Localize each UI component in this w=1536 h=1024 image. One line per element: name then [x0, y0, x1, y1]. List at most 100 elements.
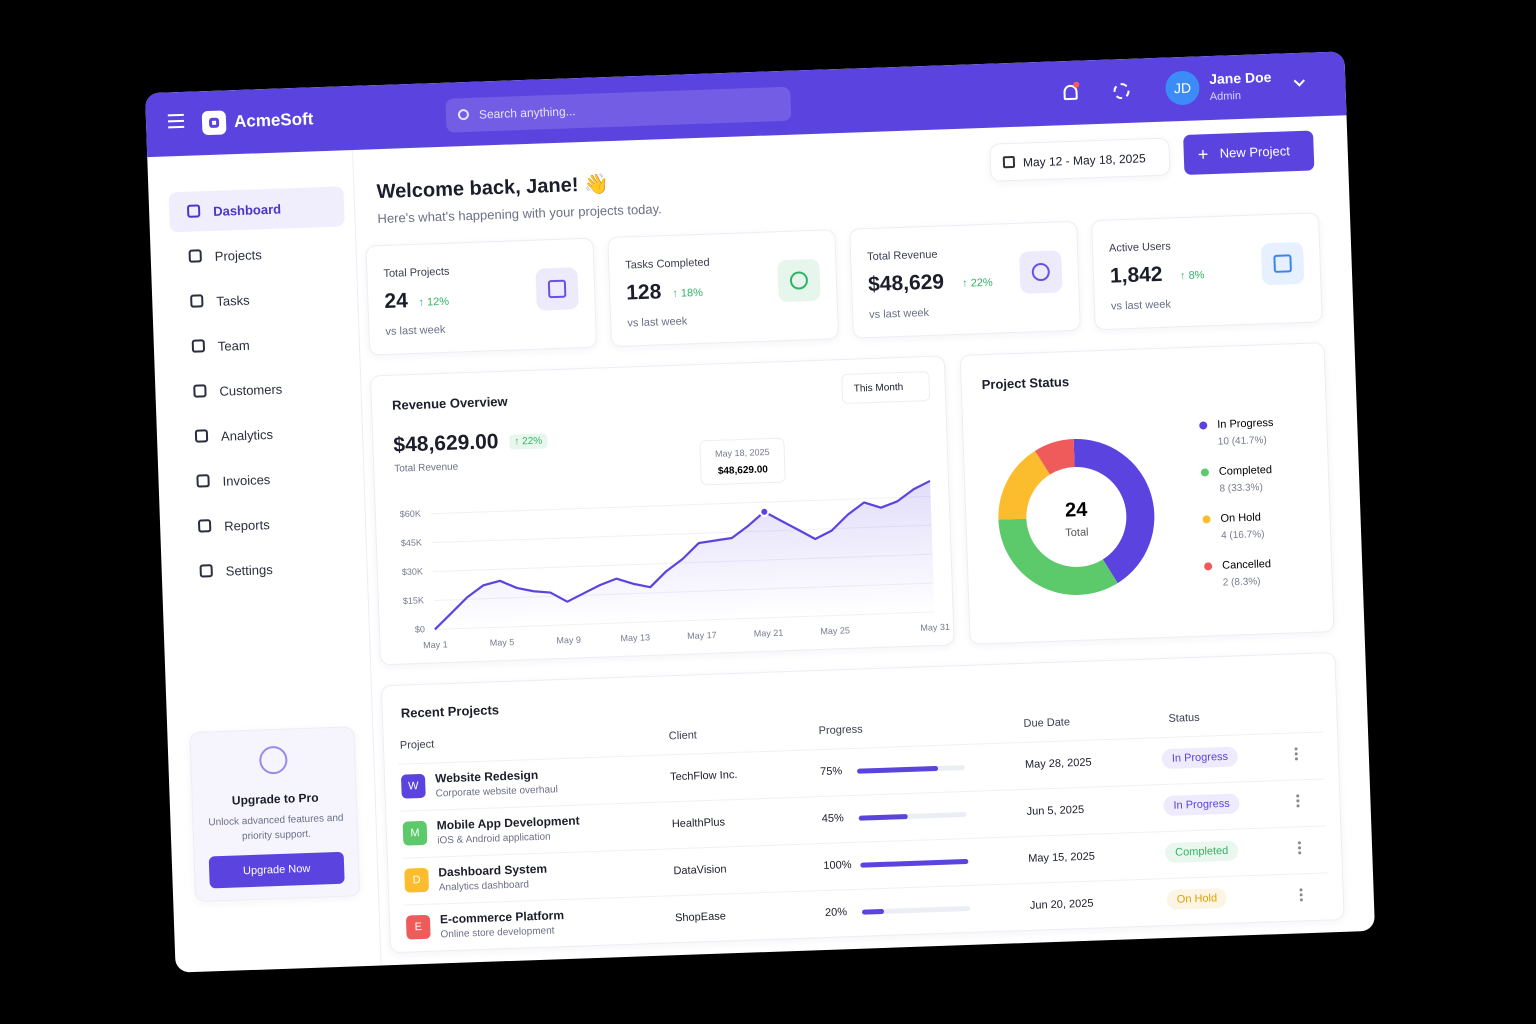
x-tick-label: May 9 — [556, 635, 581, 646]
new-project-button[interactable]: + New Project — [1183, 130, 1315, 175]
icon-glyph — [547, 279, 567, 299]
status-card: Project Status In Progress 10 (41.7%) Comp… — [959, 342, 1335, 645]
nav-icon — [197, 519, 212, 533]
brand: AcmeSoft — [233, 109, 314, 132]
project-description: Corporate website overhaul — [435, 784, 559, 800]
column-header: Project — [399, 738, 435, 752]
stat-change: ↑ 22% — [961, 276, 993, 290]
row-menu[interactable] — [1296, 794, 1300, 798]
tooltip-date: May 18, 2025 — [715, 447, 770, 459]
y-tick-label: $15K — [403, 595, 424, 606]
upgrade-text: Unlock advanced features and priority su… — [208, 812, 344, 843]
user-name: Jane Doe — [1208, 68, 1272, 88]
avatar[interactable]: JD — [1164, 70, 1201, 106]
status-pill: On Hold — [1166, 887, 1228, 911]
upgrade-button[interactable]: Upgrade Now — [208, 851, 345, 889]
nav-icon — [199, 564, 213, 578]
welcome-subtitle: Here's what's happening with your projec… — [377, 201, 662, 227]
status-pill: Completed — [1164, 840, 1239, 864]
date-picker[interactable]: May 12 - May 18, 2025 — [989, 137, 1171, 182]
nav-icon — [190, 294, 204, 308]
progress-bar — [858, 814, 908, 821]
nav-item[interactable]: Dashboard — [168, 186, 345, 233]
stat-change: ↑ 18% — [672, 286, 704, 300]
nav-item[interactable]: Settings — [181, 546, 357, 592]
client: ShopEase — [674, 910, 727, 925]
stat-change: ↑ 8% — [1179, 269, 1205, 283]
search-box[interactable]: Search anything... — [445, 86, 792, 133]
icon-glyph — [1273, 254, 1292, 273]
stat-value: 1,842 — [1109, 262, 1163, 288]
stat-icon — [777, 258, 821, 303]
change-value: 8% — [1188, 269, 1205, 282]
nav-item[interactable]: Reports — [179, 501, 355, 547]
project-badge: E — [405, 914, 431, 940]
project-name: Mobile App Development — [436, 813, 580, 833]
progress-label: 45% — [821, 812, 844, 826]
nav-item[interactable]: Analytics — [176, 411, 352, 457]
tooltip — [699, 437, 786, 486]
nav-icon — [186, 204, 201, 218]
stat-note: vs last week — [385, 323, 446, 338]
x-tick-label: May 13 — [620, 632, 650, 643]
change-value: 12% — [426, 295, 450, 309]
search-placeholder: Search anything... — [478, 104, 576, 122]
column-header: Status — [1168, 711, 1200, 725]
nav-item[interactable]: Tasks — [172, 276, 348, 322]
y-tick-label: $45K — [401, 537, 422, 548]
donut-center-value: 24 — [1065, 499, 1089, 522]
settings-button[interactable] — [1113, 82, 1130, 100]
y-tick-label: $60K — [400, 509, 421, 520]
progress-bar — [860, 858, 969, 868]
notifications[interactable] — [1063, 81, 1080, 101]
project-description: Online store development — [440, 925, 555, 941]
projects-table: Recent Projects Project Client Progress Due… — [380, 652, 1345, 954]
grid-line — [430, 495, 931, 515]
nav-item[interactable]: Projects — [170, 231, 346, 277]
menu-button[interactable] — [167, 113, 184, 117]
project-name: E-commerce Platform — [439, 908, 565, 927]
legend-value: 4 (16.7%) — [1221, 529, 1265, 542]
progress-bar — [861, 908, 884, 915]
row-menu[interactable] — [1294, 747, 1298, 751]
revenue-card: Revenue Overview This Month $48,629.00 ↑… — [369, 355, 955, 666]
user-menu[interactable] — [1293, 75, 1305, 87]
date-range: May 12 - May 18, 2025 — [1022, 151, 1146, 170]
nav-icon — [193, 384, 207, 398]
stat-note: vs last week — [1110, 298, 1172, 313]
nav-item[interactable]: Customers — [175, 366, 351, 412]
upgrade-card: Upgrade to Pro Unlock advanced features … — [189, 726, 361, 902]
y-tick-label: $0 — [415, 624, 425, 634]
line — [434, 479, 931, 631]
client: DataVision — [673, 863, 727, 878]
legend-dot — [1204, 562, 1213, 571]
stat-label: Total Projects — [383, 265, 450, 280]
due-date: Jun 20, 2025 — [1029, 897, 1094, 912]
row-menu[interactable] — [1299, 888, 1303, 892]
legend-value: 2 (8.3%) — [1223, 576, 1261, 588]
legend-value: 8 (33.3%) — [1219, 482, 1263, 495]
stat-label: Total Revenue — [866, 248, 938, 264]
progress-label: 75% — [819, 765, 843, 779]
stat-card: Total Projects 24 ↑ 12% vs last week — [365, 237, 598, 356]
nav-item[interactable]: Invoices — [178, 456, 354, 502]
table-title: Recent Projects — [400, 702, 500, 721]
project-badge: W — [400, 773, 426, 799]
area — [434, 480, 935, 630]
donut-segment — [1073, 439, 1155, 584]
tooltip-value: $48,629.00 — [718, 464, 769, 477]
column-header: Due Date — [1023, 716, 1071, 730]
legend-label: Completed — [1219, 464, 1273, 478]
stat-value: 24 — [384, 289, 409, 313]
x-tick-label: May 17 — [687, 630, 717, 641]
y-tick-label: $30K — [402, 566, 423, 577]
progress-bar — [857, 765, 939, 774]
logo — [201, 110, 227, 136]
stat-icon — [535, 267, 579, 311]
legend-dot — [1199, 421, 1208, 430]
due-date: May 15, 2025 — [1028, 850, 1096, 865]
legend-value: 10 (41.7%) — [1218, 435, 1267, 448]
row-menu[interactable] — [1297, 841, 1301, 845]
stat-change: ↑ 12% — [418, 295, 450, 309]
nav-item[interactable]: Team — [173, 321, 349, 367]
